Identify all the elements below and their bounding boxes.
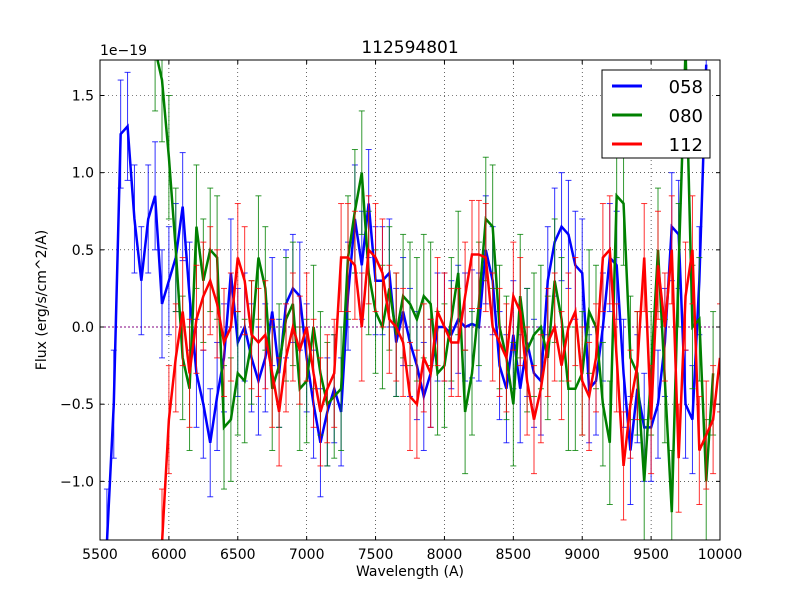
legend: 058 080 112 (601, 69, 711, 159)
series-layer (100, 60, 720, 540)
y-offset-text: 1e−19 (100, 43, 147, 59)
x-tick-label: 6000 (151, 547, 187, 563)
x-tick-label: 6500 (220, 547, 256, 563)
y-tick-label: −1.0 (60, 474, 94, 490)
x-axis-label: Wavelength (A) (356, 564, 464, 580)
series-line-112 (160, 246, 720, 540)
legend-label: 112 (669, 135, 703, 156)
x-tick-label: 10000 (698, 547, 743, 563)
x-tick-label: 5500 (82, 547, 118, 563)
plot-frame (99, 59, 721, 541)
x-tick-label: 9500 (633, 547, 669, 563)
x-tick-label: 8500 (496, 547, 532, 563)
y-tick-label: −0.5 (60, 397, 94, 413)
series-line-058 (105, 64, 708, 540)
ticks: 5500 6000 6500 7000 7500 8000 8500 9000 9500 1000… (60, 60, 742, 563)
y-tick-label: 0.5 (72, 243, 94, 259)
y-axis-label: Flux (erg/s/cm^2/A) (34, 230, 50, 370)
legend-label: 058 (669, 77, 703, 98)
legend-label: 080 (669, 106, 703, 127)
y-tick-label: 0.0 (72, 320, 94, 336)
x-tick-label: 9000 (564, 547, 600, 563)
chart-title: 112594801 (361, 38, 458, 58)
y-tick-label: 1.0 (72, 166, 94, 182)
y-tick-label: 1.5 (72, 88, 94, 104)
x-tick-label: 8000 (427, 547, 463, 563)
x-tick-label: 7500 (358, 547, 394, 563)
x-tick-label: 7000 (289, 547, 325, 563)
series-112 (159, 195, 720, 540)
